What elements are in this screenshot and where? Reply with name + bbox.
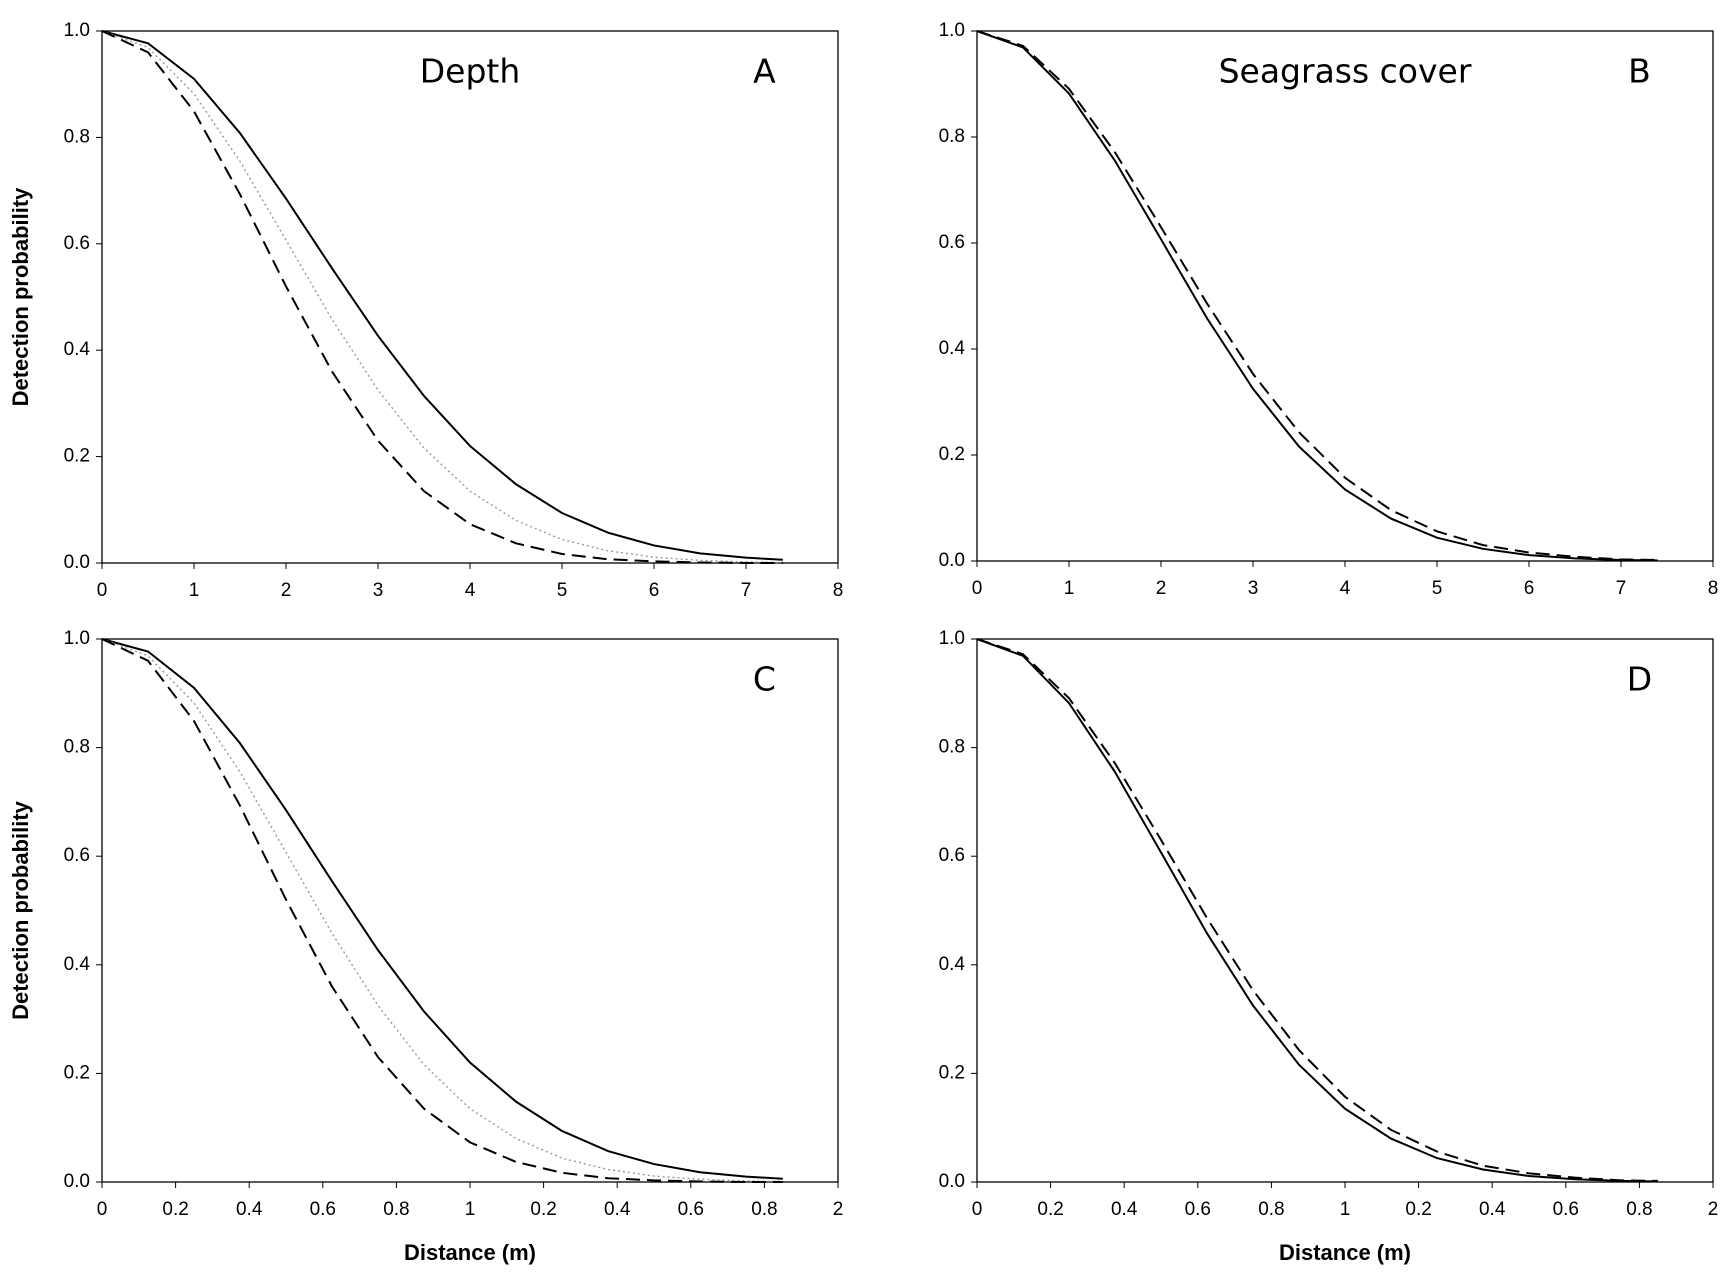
curve <box>976 30 1658 561</box>
y-tick-label: 0.2 <box>64 1062 90 1083</box>
y-tick-label: 0.4 <box>939 338 966 359</box>
curve <box>101 638 783 1183</box>
y-tick-label: 1.0 <box>64 628 90 649</box>
curve <box>101 638 783 1183</box>
x-tick-label: 0.6 <box>310 1199 336 1220</box>
x-tick-label: 6 <box>1524 578 1535 599</box>
panel-label: A <box>753 52 776 91</box>
x-tick-label: 6 <box>649 580 660 601</box>
x-tick-label: 0.4 <box>1479 1199 1506 1220</box>
x-tick-label: 1 <box>189 580 200 601</box>
y-tick-label: 0.2 <box>939 1062 965 1083</box>
x-tick-label: 0.2 <box>1037 1199 1063 1220</box>
curve <box>101 30 783 564</box>
plot-frame <box>101 638 839 1183</box>
x-tick-label: 0.2 <box>530 1199 556 1220</box>
x-tick-label: 5 <box>1432 578 1443 599</box>
panel-label: D <box>1627 660 1652 699</box>
curve <box>101 30 783 561</box>
x-tick-label: 3 <box>1248 578 1259 599</box>
curve <box>976 638 1658 1182</box>
x-tick-label: 0.2 <box>1405 1199 1431 1220</box>
y-tick-label: 1.0 <box>64 20 90 41</box>
x-tick-label: 1 <box>465 1199 476 1220</box>
panel-label: C <box>753 660 776 699</box>
x-tick-label: 0.6 <box>1553 1199 1579 1220</box>
x-tick-label: 0.6 <box>1185 1199 1211 1220</box>
y-tick-label: 0.6 <box>64 845 90 866</box>
curve <box>101 638 783 1180</box>
x-tick-label: 2 <box>1156 578 1167 599</box>
y-tick-label: 1.0 <box>939 20 965 41</box>
y-tick-label: 0.8 <box>64 737 90 758</box>
plot-frame <box>976 638 1714 1183</box>
x-tick-label: 3 <box>373 580 384 601</box>
y-tick-label: 1.0 <box>939 628 965 649</box>
x-tick-label: 0.4 <box>604 1199 631 1220</box>
x-tick-label: 0.4 <box>1111 1199 1138 1220</box>
y-tick-label: 0.4 <box>939 954 966 975</box>
x-tick-label: 0.8 <box>1626 1199 1652 1220</box>
y-tick-label: 0.8 <box>939 126 965 147</box>
panel-label: B <box>1628 52 1651 91</box>
x-tick-label: 0.4 <box>236 1199 263 1220</box>
plot-frame <box>976 30 1714 562</box>
x-tick-label: 2 <box>1708 1199 1719 1220</box>
x-tick-label: 0.8 <box>751 1199 777 1220</box>
x-tick-label: 1 <box>1064 578 1075 599</box>
x-axis-label: Distance (m) <box>404 1240 536 1265</box>
y-tick-label: 0.0 <box>64 552 90 573</box>
x-tick-label: 1 <box>1340 1199 1351 1220</box>
curve <box>101 30 783 564</box>
y-tick-label: 0.2 <box>64 446 90 467</box>
x-tick-label: 7 <box>1616 578 1627 599</box>
y-tick-label: 0.0 <box>64 1171 90 1192</box>
x-tick-label: 4 <box>1340 578 1351 599</box>
y-tick-label: 0.6 <box>939 232 965 253</box>
y-tick-label: 0.4 <box>64 954 91 975</box>
x-tick-label: 2 <box>281 580 292 601</box>
x-tick-label: 0 <box>97 580 108 601</box>
x-tick-label: 0 <box>972 578 983 599</box>
annotation: Seagrass cover <box>1219 52 1472 91</box>
x-tick-label: 8 <box>833 580 844 601</box>
x-tick-label: 0 <box>97 1199 108 1220</box>
x-tick-label: 2 <box>833 1199 844 1220</box>
annotation: Depth <box>420 52 521 91</box>
y-tick-label: 0.6 <box>939 845 965 866</box>
x-tick-label: 8 <box>1708 578 1719 599</box>
y-axis-label: Detection probability <box>8 187 33 407</box>
y-tick-label: 0.8 <box>64 126 90 147</box>
plot-frame <box>101 30 839 564</box>
x-tick-label: 0 <box>972 1199 983 1220</box>
x-tick-label: 5 <box>557 580 568 601</box>
y-tick-label: 0.6 <box>64 233 90 254</box>
y-axis-label: Detection probability <box>8 800 33 1020</box>
y-tick-label: 0.8 <box>939 737 965 758</box>
x-axis-label: Distance (m) <box>1279 1240 1411 1265</box>
x-tick-label: 0.2 <box>162 1199 188 1220</box>
curve <box>976 30 1658 562</box>
y-tick-label: 0.0 <box>939 1171 965 1192</box>
y-tick-label: 0.2 <box>939 444 965 465</box>
x-tick-label: 0.8 <box>383 1199 409 1220</box>
y-tick-label: 0.4 <box>64 339 91 360</box>
x-tick-label: 4 <box>465 580 476 601</box>
x-tick-label: 0.6 <box>678 1199 704 1220</box>
y-tick-label: 0.0 <box>939 550 965 571</box>
curve <box>976 638 1658 1183</box>
x-tick-label: 0.8 <box>1258 1199 1284 1220</box>
x-tick-label: 7 <box>741 580 752 601</box>
